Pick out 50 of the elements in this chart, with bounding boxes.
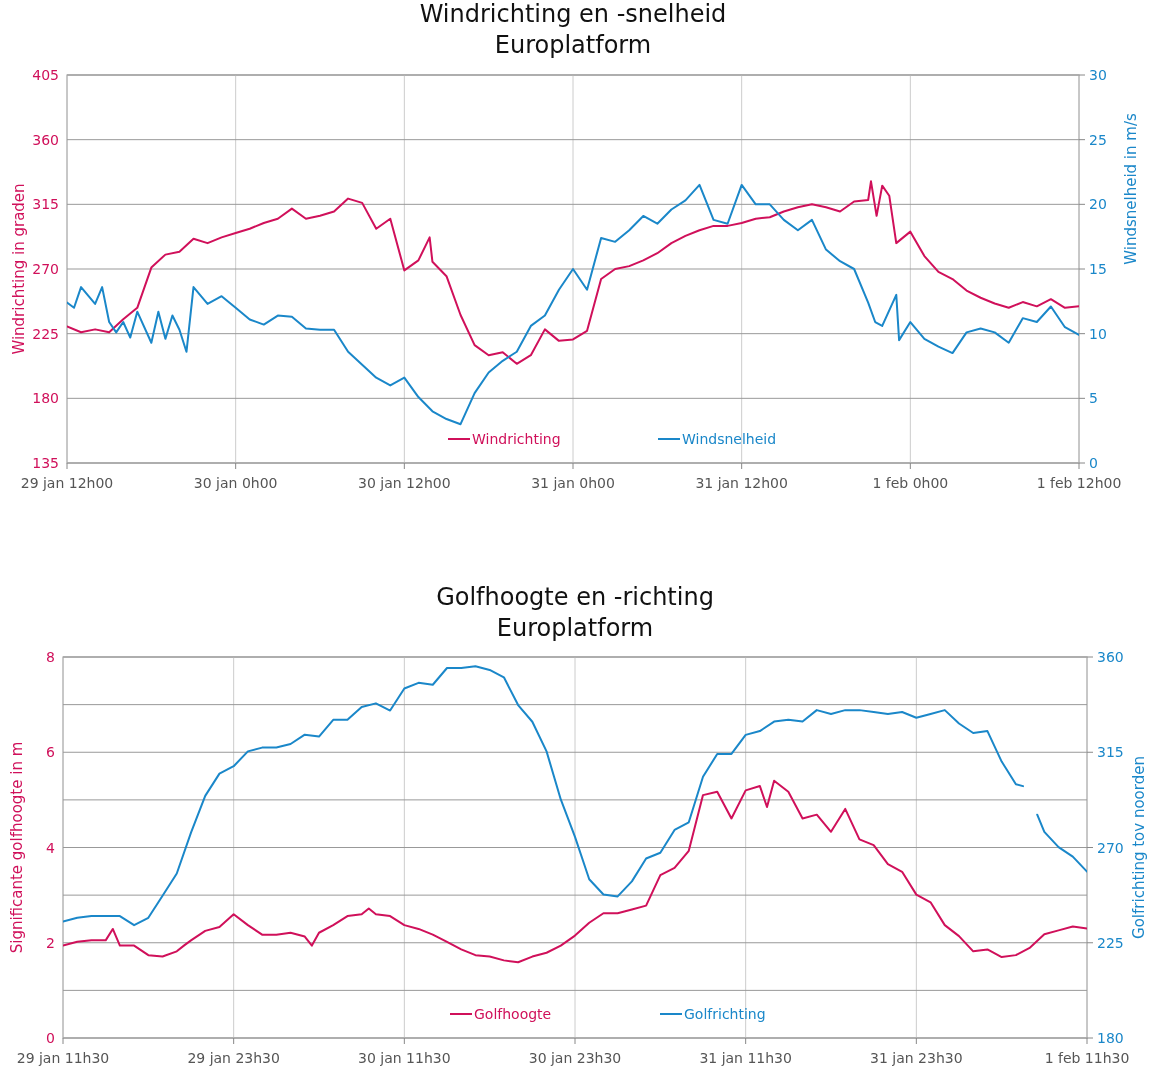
legend-label: Windsnelheid [682,431,777,447]
chart-subtitle: Europlatform [496,614,654,642]
x-tick-label: 30 jan 11h30 [358,1050,451,1066]
y2-tick-label: 15 [1089,261,1107,277]
y-tick-label: 225 [32,325,59,342]
y-tick-label: 4 [46,839,56,856]
y2-tick-label: 225 [1097,934,1124,951]
y2-tick-label: 25 [1089,131,1107,148]
x-tick-label: 31 jan 11h30 [699,1050,792,1066]
x-tick-label: 31 jan 0h00 [531,475,615,491]
y-tick-label: 8 [46,649,55,665]
y2-tick-label: 20 [1089,196,1107,213]
y2-tick-label: 180 [1097,1030,1124,1046]
y-tick-label: 315 [32,196,59,213]
y2-tick-label: 270 [1097,839,1124,856]
y2-axis-title: Windsnelheid in m/s [1122,113,1140,265]
y2-tick-label: 0 [1089,455,1098,471]
y2-tick-label: 30 [1089,67,1107,83]
y-axis-title: Significante golfhoogte in m [8,741,26,954]
x-tick-label: 1 feb 0h00 [872,475,949,491]
legend-label: Windrichting [472,431,561,447]
chart-subtitle: Europlatform [494,31,652,59]
x-tick-label: 30 jan 12h00 [358,475,451,491]
x-tick-label: 1 feb 12h00 [1036,475,1122,491]
y-tick-label: 2 [46,934,55,951]
y-tick-label: 405 [32,67,59,83]
y-tick-label: 360 [32,131,59,148]
x-tick-label: 30 jan 23h30 [528,1050,622,1066]
chart-title: Windrichting en -snelheid [419,0,727,28]
x-tick-label: 30 jan 0h00 [193,475,278,491]
y2-tick-label: 5 [1089,390,1098,407]
y-axis-title: Windrichting in graden [10,183,28,355]
x-tick-label: 1 feb 11h30 [1044,1050,1130,1066]
y2-tick-label: 10 [1089,325,1107,342]
y-tick-label: 270 [32,261,59,277]
x-tick-label: 31 jan 23h30 [870,1050,963,1066]
x-tick-label: 29 jan 11h30 [16,1050,110,1066]
x-tick-label: 29 jan 23h30 [187,1050,280,1066]
y-tick-label: 135 [32,455,59,471]
y2-axis-title: Golfrichting tov noorden [1130,756,1148,939]
y2-tick-label: 360 [1097,649,1124,665]
y-tick-label: 6 [46,744,56,761]
y-tick-label: 0 [46,1030,55,1046]
y-tick-label: 180 [32,390,59,407]
chart-title: Golfhoogte en -richting [436,583,714,611]
x-tick-label: 31 jan 12h00 [695,475,788,491]
legend-label: Golfhoogte [474,1006,552,1022]
x-tick-label: 29 jan 12h00 [20,475,114,491]
legend-label: Golfrichting [684,1006,766,1022]
y2-tick-label: 315 [1097,744,1124,761]
